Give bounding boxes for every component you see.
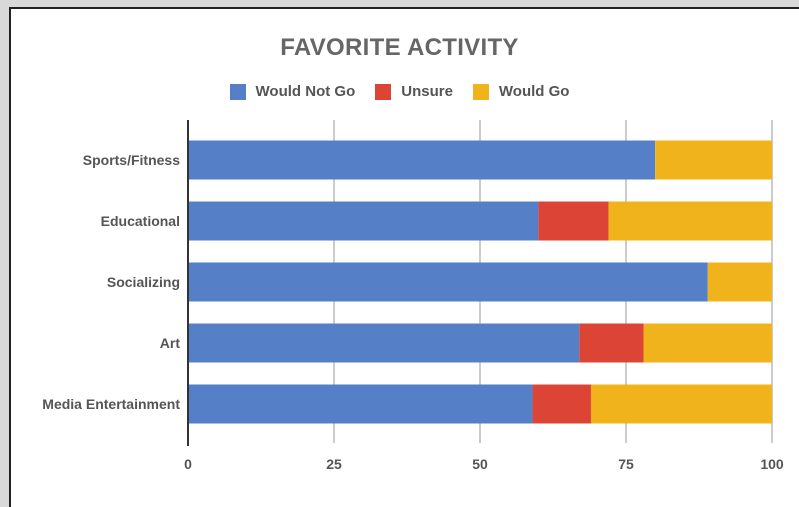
legend-swatch-unsure xyxy=(375,83,392,100)
bar-unsure-media-entertainment xyxy=(532,384,591,424)
category-label: Art xyxy=(160,335,181,351)
chart-plot: Sports/Fitness Educational Socializing Art M… xyxy=(42,120,784,472)
legend-swatch-would-not-go xyxy=(229,83,246,100)
x-tick-label: 0 xyxy=(184,456,192,472)
x-tick-label: 25 xyxy=(326,456,342,472)
legend-item-unsure: Unsure xyxy=(375,83,453,100)
bar-would-not-go-media-entertainment xyxy=(188,384,533,424)
legend-label-unsure: Unsure xyxy=(401,83,453,100)
bar-would-go-educational xyxy=(608,201,772,241)
x-tick-label: 100 xyxy=(760,456,784,472)
legend-label-would-go: Would Go xyxy=(498,83,570,100)
legend-item-would-not-go: Would Not Go xyxy=(229,83,356,100)
x-tick-label: 75 xyxy=(618,456,634,472)
category-label: Media Entertainment xyxy=(42,396,180,412)
x-tick-label: 50 xyxy=(472,456,488,472)
chart-legend: Would Not Go Unsure Would Go xyxy=(0,83,799,100)
chart-frame xyxy=(9,7,799,507)
chart-title: FAVORITE ACTIVITY xyxy=(280,34,519,61)
category-label: Socializing xyxy=(107,274,180,290)
bar-unsure-art xyxy=(579,323,644,363)
bar-would-not-go-socializing xyxy=(188,262,708,302)
bar-would-not-go-educational xyxy=(188,201,539,241)
category-label: Educational xyxy=(101,213,180,229)
bar-would-go-sports-fitness xyxy=(655,140,772,180)
bar-would-not-go-art xyxy=(188,323,580,363)
category-label: Sports/Fitness xyxy=(83,152,180,168)
legend-label-would-not-go: Would Not Go xyxy=(255,83,356,100)
bar-would-go-media-entertainment xyxy=(590,384,772,424)
bar-unsure-educational xyxy=(538,201,609,241)
legend-item-would-go: Would Go xyxy=(472,83,570,100)
bar-would-not-go-sports-fitness xyxy=(188,140,656,180)
bar-would-go-socializing xyxy=(707,262,772,302)
legend-swatch-would-go xyxy=(472,83,489,100)
bar-would-go-art xyxy=(643,323,772,363)
